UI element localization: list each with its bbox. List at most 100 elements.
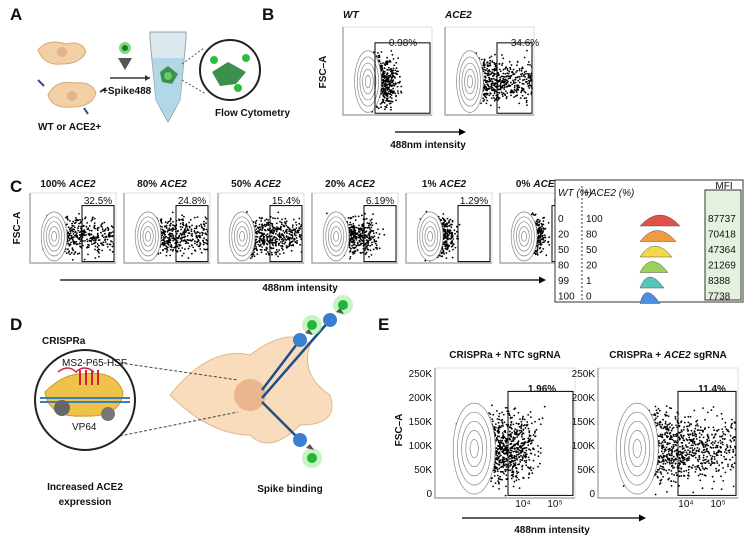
event-dot: [106, 226, 109, 229]
event-dot: [159, 252, 162, 254]
event-dot: [445, 257, 448, 259]
event-dot: [260, 243, 262, 246]
event-dot: [390, 73, 393, 75]
event-dot: [180, 240, 183, 242]
event-dot: [170, 235, 173, 238]
event-dot: [497, 72, 500, 75]
event-dot: [490, 85, 492, 88]
event-dot: [390, 67, 392, 70]
event-dot: [69, 232, 72, 235]
event-dot: [520, 68, 523, 70]
event-dot: [287, 226, 290, 229]
event-dot: [390, 91, 392, 94]
event-dot: [282, 230, 285, 232]
event-dot: [104, 241, 107, 244]
event-dot: [284, 238, 287, 241]
event-dot: [93, 237, 96, 240]
plot-title: 100% ACE2: [40, 179, 96, 190]
event-dot: [525, 97, 528, 99]
event-dot: [486, 62, 488, 64]
event-dot: [369, 249, 372, 252]
event-dot: [184, 231, 187, 234]
event-dot: [110, 240, 112, 242]
event-dot: [489, 104, 492, 107]
event-dot: [277, 250, 279, 253]
event-dot: [184, 235, 187, 238]
event-dot: [450, 245, 453, 248]
event-dot: [190, 230, 193, 233]
event-dot: [490, 72, 493, 75]
event-dot: [71, 258, 74, 261]
event-dot: [83, 230, 86, 233]
event-dot: [325, 212, 328, 215]
event-dot: [275, 228, 278, 231]
contour: [464, 68, 476, 95]
event-dot: [96, 232, 99, 235]
title-gene: ACE2: [68, 179, 96, 190]
event-dot: [384, 89, 387, 92]
event-dot: [73, 226, 76, 229]
event-dot: [92, 235, 95, 238]
event-dot: [74, 234, 76, 237]
event-dot: [380, 102, 383, 104]
event-dot: [384, 87, 387, 90]
event-dot: [204, 216, 207, 219]
plot-frame: [342, 26, 433, 116]
event-dot: [298, 227, 300, 229]
event-dot: [204, 242, 206, 244]
event-dot: [104, 239, 106, 242]
gate-percent: 6.19%: [366, 196, 394, 207]
event-dot: [354, 246, 357, 249]
event-dot: [352, 223, 355, 225]
event-dot: [501, 62, 504, 65]
event-dot: [168, 227, 171, 230]
event-dot: [258, 226, 261, 229]
event-dot: [176, 230, 179, 233]
event-dot: [498, 62, 501, 65]
event-dot: [510, 94, 512, 97]
event-dot: [513, 84, 516, 87]
event-dot: [488, 94, 491, 97]
event-dot: [378, 56, 381, 58]
event-dot: [499, 70, 502, 73]
event-dot: [488, 56, 491, 59]
event-dot: [78, 231, 81, 234]
event-dot: [102, 244, 105, 247]
event-dot: [187, 257, 190, 259]
event-dot: [200, 223, 203, 226]
event-dot: [521, 94, 524, 97]
event-dot: [516, 84, 519, 87]
event-dot: [74, 242, 77, 244]
event-dot: [377, 236, 380, 239]
event-dot: [502, 57, 505, 60]
event-dot: [388, 84, 391, 87]
event-dot: [286, 232, 288, 235]
event-dot: [103, 229, 106, 232]
event-dot: [267, 221, 270, 224]
event-dot: [90, 240, 93, 243]
event-dot: [79, 221, 82, 224]
event-dot: [357, 215, 360, 218]
event-dot: [70, 234, 72, 237]
event-dot: [288, 228, 291, 231]
event-dot: [165, 227, 168, 229]
event-dot: [389, 89, 392, 92]
event-dot: [386, 104, 388, 107]
event-dot: [67, 231, 70, 234]
event-dot: [67, 226, 70, 229]
event-dot: [486, 93, 488, 96]
event-dot: [94, 248, 96, 251]
event-dot: [353, 232, 356, 235]
event-dot: [382, 228, 384, 231]
event-dot: [499, 76, 501, 79]
event-dot: [366, 241, 368, 244]
event-dot: [278, 239, 281, 241]
event-dot: [75, 233, 77, 236]
event-dot: [384, 93, 387, 96]
event-dot: [523, 97, 526, 100]
event-dot: [65, 252, 68, 255]
event-dot: [108, 243, 111, 246]
event-dot: [488, 78, 491, 81]
event-dot: [491, 68, 494, 71]
